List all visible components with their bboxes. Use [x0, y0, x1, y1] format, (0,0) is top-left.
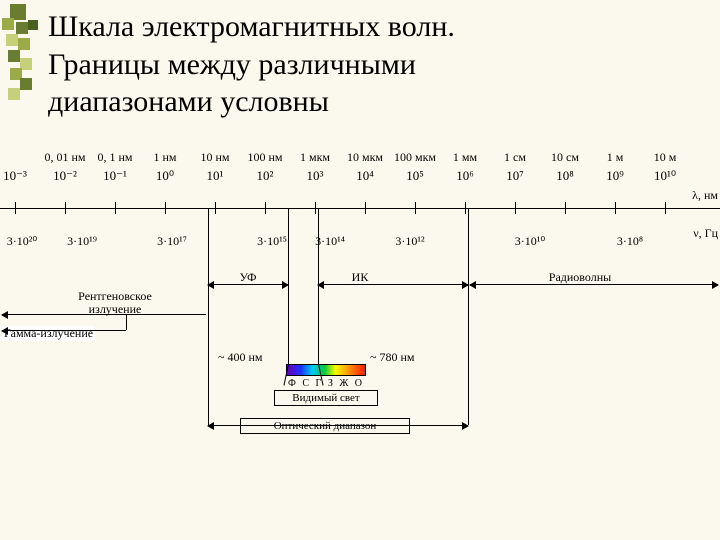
- freq-label: 3·10¹⁰: [515, 234, 545, 249]
- unit-label: 100 мкм: [394, 150, 436, 165]
- title-bullet: [28, 20, 38, 30]
- freq-label: 3·10¹⁴: [315, 234, 345, 249]
- wavelength-axis: [0, 208, 720, 209]
- power-label: 10⁷: [506, 168, 524, 184]
- unit-label: 1 мкм: [300, 150, 330, 165]
- power-label: 10⁶: [456, 168, 474, 184]
- drop-line: [468, 208, 469, 284]
- gamma-label: Гамма-излучение: [2, 326, 95, 341]
- freq-label: 3·10²⁰: [7, 234, 37, 249]
- ir-label: ИК: [352, 270, 369, 285]
- radio-range: [470, 284, 718, 285]
- axis-tick: [65, 202, 66, 214]
- nm-left: ~ 400 нм: [218, 350, 263, 365]
- freq-label: 3·10¹²: [395, 234, 424, 249]
- power-label: 10⁻¹: [103, 168, 127, 184]
- power-label: 10⁻³: [3, 168, 27, 184]
- freq-label: 3·10¹⁷: [157, 234, 187, 249]
- uv-label: УФ: [239, 270, 256, 285]
- unit-label: 1 нм: [153, 150, 176, 165]
- unit-label: 1 мм: [453, 150, 477, 165]
- lambda-label: λ, нм: [692, 188, 718, 203]
- optical-box: Оптический диапазон: [240, 418, 410, 434]
- xray-label: Рентгеновское излучение: [60, 290, 170, 316]
- ir-range: [318, 284, 468, 285]
- unit-label: 10 м: [654, 150, 677, 165]
- unit-label: 100 нм: [247, 150, 282, 165]
- drop-line: [208, 284, 209, 425]
- power-label: 10²: [257, 168, 274, 184]
- power-label: 10³: [307, 168, 324, 184]
- axis-tick: [415, 202, 416, 214]
- axis-tick: [515, 202, 516, 214]
- em-spectrum-diagram: λ, нм ν, Гц УФ ИК Радиоволны Рентгеновск…: [0, 150, 720, 530]
- visible-spectrum-bar: [286, 364, 366, 376]
- drop-line: [126, 314, 127, 330]
- power-label: 10⁵: [406, 168, 424, 184]
- title-line: диапазонами условны: [48, 83, 455, 121]
- xray-range: [2, 314, 206, 315]
- gamma-range: [2, 330, 126, 331]
- band-labels: УФ ИК Радиоволны: [0, 270, 720, 288]
- unit-label: 1 см: [504, 150, 526, 165]
- page-title: Шкала электромагнитных волн. Границы меж…: [48, 8, 455, 121]
- unit-label: 10 см: [551, 150, 579, 165]
- radio-label: Радиоволны: [549, 270, 611, 285]
- power-label: 10⁴: [356, 168, 374, 184]
- axis-tick: [615, 202, 616, 214]
- axis-tick: [465, 202, 466, 214]
- nm-right: ~ 780 нм: [370, 350, 415, 365]
- visible-box: Видимый свет: [274, 390, 378, 406]
- axis-tick: [265, 202, 266, 214]
- title-line: Шкала электромагнитных волн.: [48, 8, 455, 46]
- power-label: 10¹⁰: [654, 168, 676, 184]
- drop-line: [208, 208, 209, 284]
- power-label: 10⁻²: [53, 168, 77, 184]
- axis-tick: [215, 202, 216, 214]
- axis-tick: [665, 202, 666, 214]
- power-label: 10¹: [207, 168, 224, 184]
- axis-tick: [315, 202, 316, 214]
- axis-tick: [165, 202, 166, 214]
- unit-label: 10 мкм: [347, 150, 383, 165]
- axis-tick: [565, 202, 566, 214]
- optical-range: [208, 425, 468, 426]
- unit-label: 1 м: [607, 150, 624, 165]
- unit-label: 0, 01 нм: [44, 150, 85, 165]
- nu-label: ν, Гц: [693, 226, 718, 241]
- title-line: Границы между различными: [48, 46, 455, 84]
- drop-line: [468, 284, 469, 425]
- axis-tick: [365, 202, 366, 214]
- axis-tick: [115, 202, 116, 214]
- uv-range: [208, 284, 288, 285]
- power-label: 10⁰: [156, 168, 174, 184]
- power-label: 10⁹: [606, 168, 624, 184]
- unit-label: 10 нм: [200, 150, 229, 165]
- freq-label: 3·10⁸: [617, 234, 643, 249]
- freq-label: 3·10¹⁵: [257, 234, 287, 249]
- axis-tick: [15, 202, 16, 214]
- unit-label: 0, 1 нм: [97, 150, 132, 165]
- freq-label: 3·10¹⁹: [67, 234, 97, 249]
- power-label: 10⁸: [556, 168, 574, 184]
